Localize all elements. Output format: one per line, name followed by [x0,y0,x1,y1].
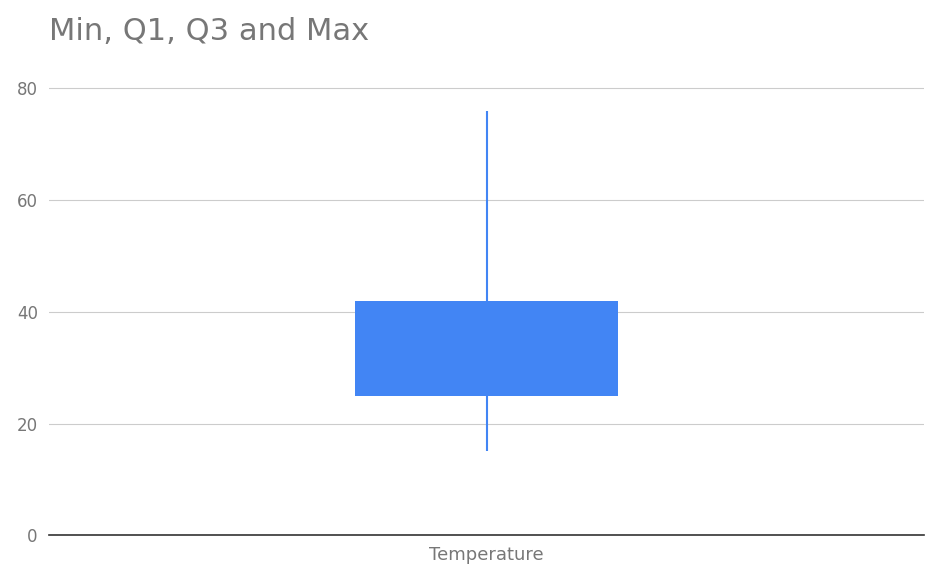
Text: Min, Q1, Q3 and Max: Min, Q1, Q3 and Max [49,17,369,46]
Bar [356,300,618,396]
